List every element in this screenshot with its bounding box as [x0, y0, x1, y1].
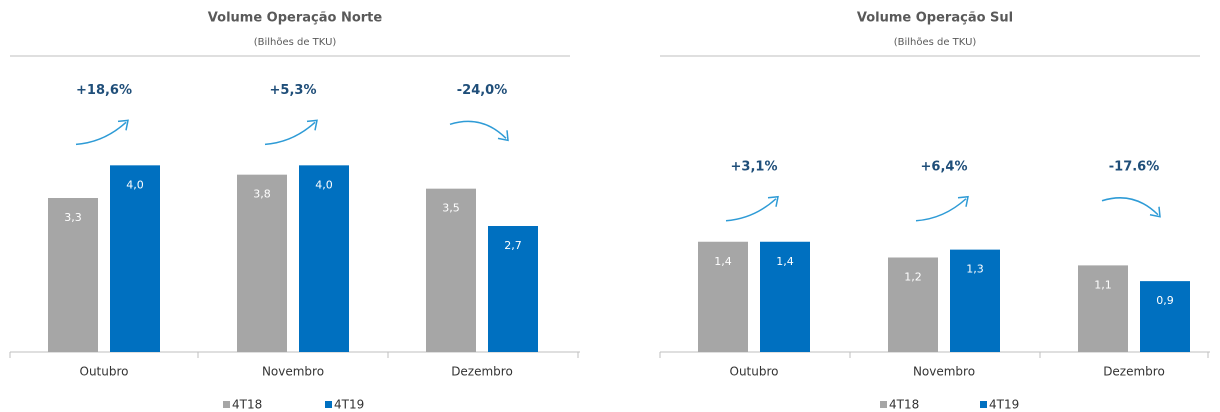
chart-title: Volume Operação Norte: [208, 11, 383, 26]
legend-label: 4T18: [889, 398, 919, 412]
value-label: 4,0: [126, 178, 144, 191]
value-label: 1,3: [966, 263, 984, 276]
legend-swatch: [980, 401, 987, 408]
bar: [488, 226, 538, 352]
value-label: 1,4: [714, 255, 732, 268]
value-label: 2,7: [504, 239, 522, 252]
value-label: 0,9: [1156, 294, 1174, 307]
bar: [48, 198, 98, 352]
x-tick-label: Dezembro: [451, 365, 513, 379]
arrow-head: [1149, 206, 1161, 218]
x-tick-label: Novembro: [262, 365, 324, 379]
value-label: 1,4: [776, 255, 794, 268]
bar: [237, 174, 287, 352]
chart-title: Volume Operação Sul: [857, 11, 1013, 26]
arrow-head: [306, 119, 318, 131]
legend-label: 4T19: [334, 398, 364, 412]
legend-swatch: [880, 401, 887, 408]
value-label: 1,2: [904, 271, 922, 284]
bar: [888, 257, 938, 352]
bar: [698, 241, 748, 352]
arrow-head: [957, 195, 969, 207]
trend-arrow: [1101, 197, 1159, 216]
x-tick-label: Outubro: [80, 365, 129, 379]
trend-arrow: [915, 198, 967, 222]
value-label: 3,3: [64, 211, 82, 224]
bar: [110, 165, 160, 352]
trend-arrow: [449, 120, 507, 139]
arrow-head: [117, 119, 129, 131]
legend-label: 4T19: [989, 398, 1019, 412]
bar: [299, 165, 349, 352]
value-label: 3,5: [442, 202, 460, 215]
change-label: -17.6%: [1109, 159, 1160, 174]
legend-swatch: [325, 401, 332, 408]
value-label: 3,8: [253, 188, 271, 201]
x-tick-label: Outubro: [730, 365, 779, 379]
chart-subtitle: (Bilhões de TKU): [254, 37, 337, 48]
trend-arrow: [75, 121, 127, 146]
change-label: +18,6%: [76, 83, 132, 98]
change-label: +5,3%: [270, 83, 317, 98]
bar: [760, 241, 810, 352]
bar: [1140, 281, 1190, 352]
trend-arrow: [725, 198, 777, 222]
x-tick-label: Dezembro: [1103, 365, 1165, 379]
bar: [426, 188, 476, 352]
change-label: -24,0%: [457, 83, 508, 98]
legend-swatch: [223, 401, 230, 408]
x-tick-label: Novembro: [913, 365, 975, 379]
trend-arrow: [264, 121, 316, 146]
chart: Volume Operação Norte (Bilhões de TKU) Out…: [9, 11, 580, 412]
change-label: +6,4%: [921, 159, 968, 174]
value-label: 1,1: [1094, 278, 1112, 291]
legend-label: 4T18: [232, 398, 262, 412]
chart: Volume Operação Sul (Bilhões de TKU) Outub…: [659, 11, 1210, 412]
arrow-head: [767, 195, 779, 207]
arrow-head: [497, 130, 509, 142]
chart-subtitle: (Bilhões de TKU): [894, 37, 977, 48]
change-label: +3,1%: [731, 159, 778, 174]
bar: [950, 249, 1000, 352]
value-label: 4,0: [315, 178, 333, 191]
bar: [1078, 265, 1128, 352]
